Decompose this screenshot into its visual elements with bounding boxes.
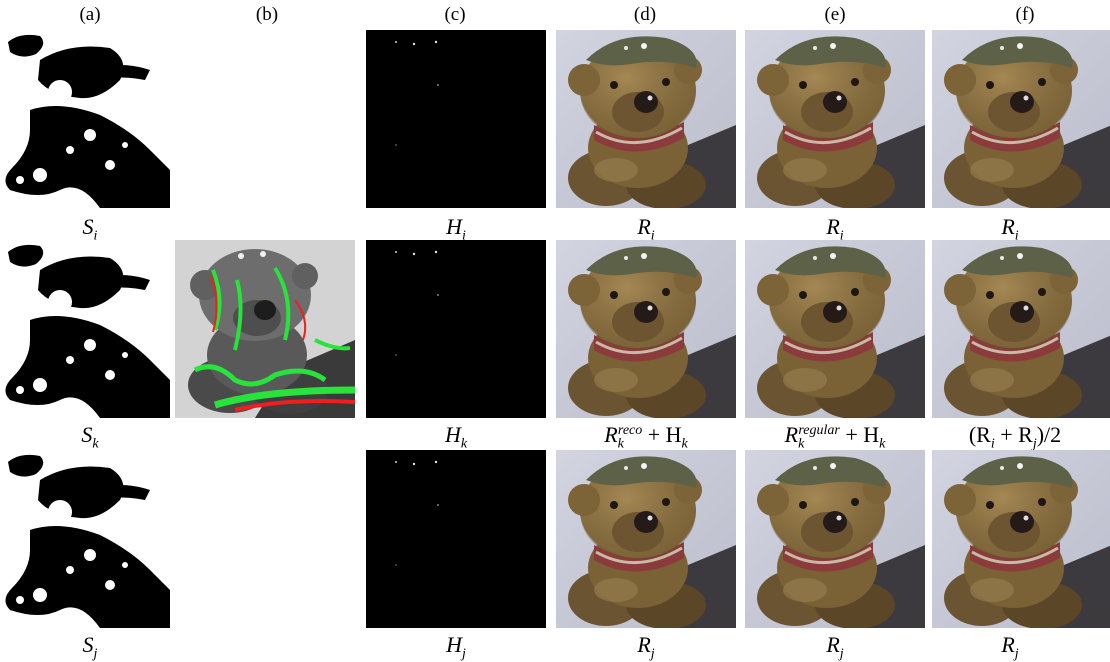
caption-e-row2: Rkregular + Hk: [784, 422, 886, 452]
column-header-c: (c): [444, 4, 466, 25]
panel-c-row1: [366, 30, 546, 208]
caption-c-row3: Hj: [446, 632, 466, 662]
column-header-a: (a): [79, 4, 101, 25]
panel-e-row1: [745, 30, 925, 208]
caption-c-row2: Hk: [444, 422, 468, 452]
column-header-b: (b): [255, 4, 279, 25]
panel-d-row3: [556, 450, 736, 628]
caption-c-row1: Hi: [446, 214, 466, 244]
caption-f-row2: (Ri + Rj)/2: [968, 422, 1062, 452]
panel-e-row3: [745, 450, 925, 628]
panel-b-row2: [175, 240, 355, 418]
panel-f-row2: [932, 240, 1110, 418]
panel-c-row3: [366, 450, 546, 628]
column-header-e: (e): [824, 4, 846, 25]
caption-e-row1: Ri: [826, 214, 844, 244]
panel-f-row3: [932, 450, 1110, 628]
panel-a-row3: [0, 450, 180, 628]
panel-a-row2: [0, 240, 180, 418]
panel-b-row1: [175, 30, 355, 208]
caption-e-row3: Rj: [826, 632, 844, 662]
caption-a-row2: Sk: [81, 422, 99, 452]
panel-c-row2: [366, 240, 546, 418]
panel-e-row2: [745, 240, 925, 418]
caption-a-row1: Si: [82, 214, 98, 244]
panel-b-row3: [175, 450, 355, 628]
panel-d-row2: [556, 240, 736, 418]
caption-d-row1: Ri: [637, 214, 655, 244]
panel-f-row1: [932, 30, 1110, 208]
caption-d-row2: Rkreco + Hk: [604, 422, 688, 452]
panel-d-row1: [556, 30, 736, 208]
panel-a-row1: [0, 30, 180, 208]
column-header-f: (f): [1015, 4, 1035, 25]
caption-a-row3: Sj: [82, 632, 98, 662]
caption-d-row3: Rj: [637, 632, 655, 662]
caption-f-row1: Ri: [1001, 214, 1019, 244]
caption-f-row3: Rj: [1001, 632, 1019, 662]
column-header-d: (d): [633, 4, 657, 25]
